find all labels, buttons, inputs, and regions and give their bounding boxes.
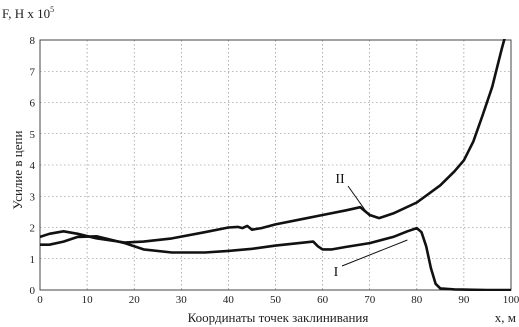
annotation-leader	[341, 239, 408, 267]
series-line-ii	[40, 39, 506, 244]
annotation-leader	[347, 185, 371, 217]
y-tick-label: 2	[30, 223, 36, 235]
x-tick-label: 40	[223, 294, 235, 306]
x-axis-label: Координаты точек заклинивания	[188, 310, 369, 325]
curve-label: I	[334, 265, 339, 280]
x-tick-label: 30	[176, 294, 188, 306]
y-tick-label: 4	[30, 160, 36, 172]
y-tick-labels: 0 1 2 3 4 5 6 7 8	[30, 35, 36, 297]
y-axis-title-exponent: 5	[50, 5, 54, 14]
grid-lines	[40, 40, 511, 290]
y-tick-label: 3	[30, 191, 36, 203]
y-tick-label: 0	[30, 285, 36, 297]
y-tick-label: 8	[30, 35, 36, 47]
y-axis-label: Усилие в цепи	[10, 131, 25, 210]
y-tick-label: 6	[30, 98, 36, 110]
annotations: III	[334, 172, 408, 280]
curve-label: II	[335, 172, 345, 187]
plot-frame	[39, 39, 512, 291]
x-tick-label: 50	[270, 294, 282, 306]
x-tick-label: 0	[37, 294, 43, 306]
x-tick-label: 20	[129, 294, 141, 306]
x-tick-label: 100	[503, 294, 519, 306]
y-axis-title-main: F, Н х 10	[2, 6, 50, 21]
y-tick-label: 7	[30, 66, 36, 78]
x-tick-label: 70	[364, 294, 376, 306]
curves	[40, 39, 511, 291]
x-tick-label: 10	[82, 294, 94, 306]
x-tick-label: 80	[411, 294, 423, 306]
x-axis-unit: x, м	[495, 310, 516, 325]
x-tick-label: 60	[317, 294, 329, 306]
y-tick-label: 1	[30, 254, 36, 266]
y-axis-title: F, Н х 105	[2, 5, 54, 21]
y-tick-label: 5	[30, 129, 36, 141]
x-tick-label: 90	[458, 294, 470, 306]
x-tick-labels: 0 10 20 30 40 50 60 70 80 90 100	[37, 294, 519, 306]
